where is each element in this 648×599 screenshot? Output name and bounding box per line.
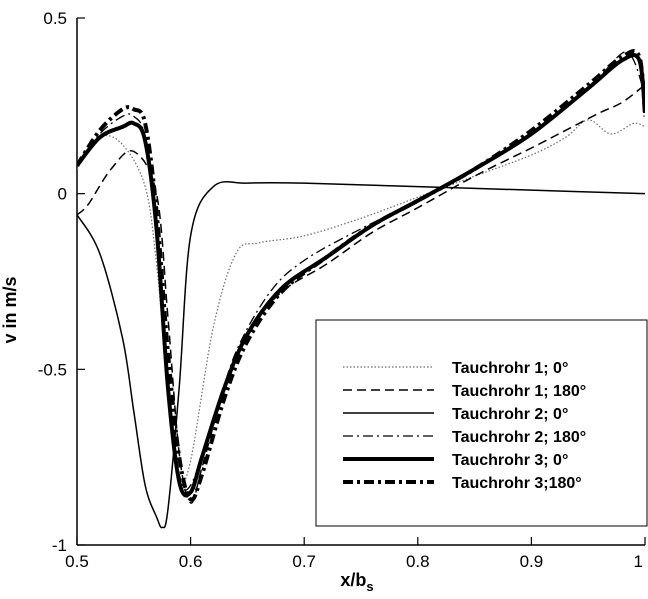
- y-tick-label: 0: [58, 185, 67, 204]
- x-tick-label: 0.9: [520, 552, 544, 571]
- legend-label-3: Tauchrohr 2; 0°: [452, 406, 568, 423]
- x-axis-title-main: x/b: [340, 570, 366, 590]
- y-axis-title: v in m/s: [0, 276, 20, 343]
- x-tick-label: 0.8: [406, 552, 430, 571]
- legend-label-1: Tauchrohr 1; 0°: [452, 360, 568, 377]
- legend-label-2: Tauchrohr 1; 180°: [452, 383, 586, 400]
- ticks-layer: 0.5 0.6 0.7 0.8 0.9 1 -1 -0.5 0 0.5: [38, 9, 646, 571]
- series-line-5: [77, 53, 645, 498]
- x-axis-title-subscript: s: [366, 579, 373, 594]
- legend: Tauchrohr 1; 0° Tauchrohr 1; 180° Tauchroh…: [315, 319, 648, 527]
- axes: [76, 18, 645, 546]
- series-layer: [77, 49, 645, 529]
- legend-label-5: Tauchrohr 3; 0°: [452, 452, 568, 469]
- series-line-6: [77, 49, 645, 502]
- legend-label-4: Tauchrohr 2; 180°: [452, 429, 586, 446]
- y-tick-label: -1: [52, 536, 67, 555]
- x-tick-label: 1: [634, 552, 643, 571]
- series-line-1: [77, 119, 645, 483]
- series-line-3: [77, 181, 645, 529]
- y-tick-label: 0.5: [43, 9, 67, 28]
- x-tick-label: 0.7: [292, 552, 316, 571]
- y-tick-label: -0.5: [38, 360, 67, 379]
- x-tick-label: 0.6: [179, 552, 203, 571]
- legend-label-6: Tauchrohr 3;180°: [452, 475, 582, 492]
- x-tick-label: 0.5: [65, 552, 89, 571]
- x-axis-title: x/bs: [340, 570, 373, 594]
- legend-box: [315, 319, 648, 527]
